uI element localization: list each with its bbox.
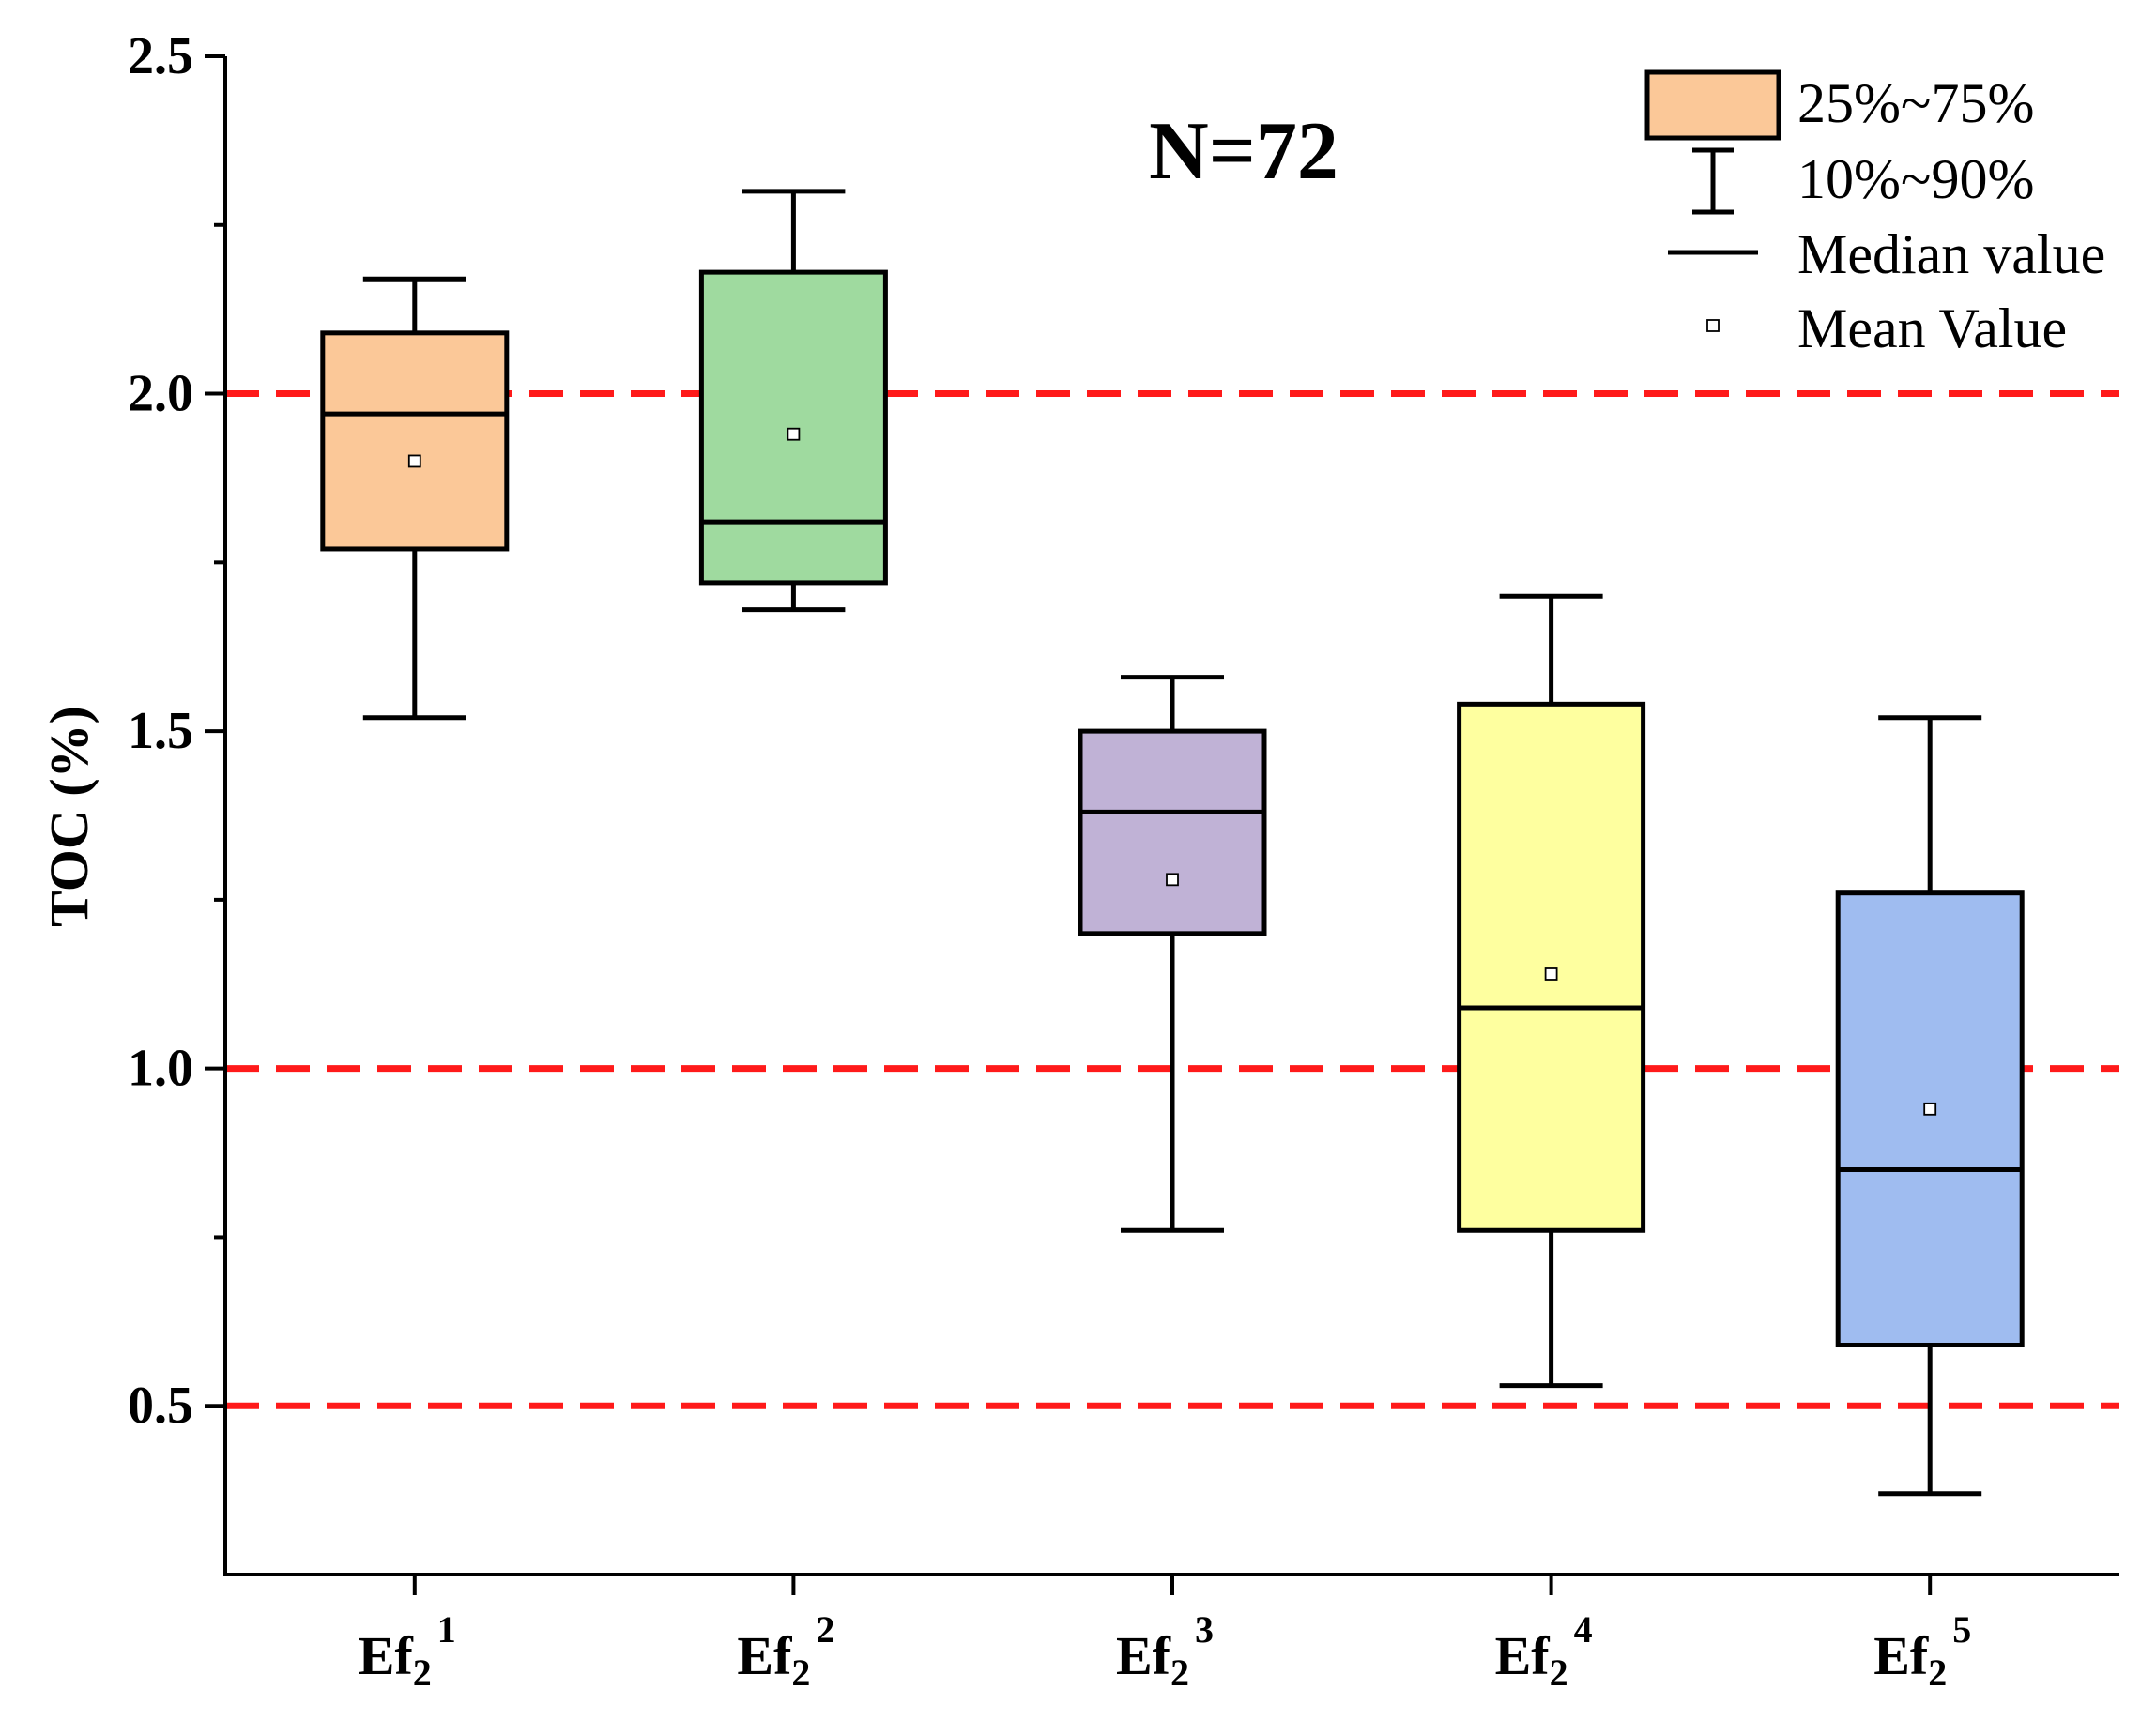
y-tick-label: 2.0 <box>128 365 193 423</box>
mean-marker <box>1544 967 1558 981</box>
x-tick-label-subscript: 2 <box>791 1652 810 1694</box>
box-plots <box>320 189 2025 1497</box>
x-tick-label-superscript: 3 <box>1195 1608 1214 1651</box>
box-group-5 <box>1835 715 2025 1497</box>
x-tick-label-superscript: 2 <box>816 1608 834 1651</box>
x-tick-label-subscript: 2 <box>1170 1652 1189 1694</box>
legend-entry-box: 25%~75% <box>1644 69 2034 141</box>
y-tick-label: 0.5 <box>128 1377 193 1435</box>
x-tick-label-2: Ef22 <box>737 1608 834 1694</box>
iqr-box <box>1457 701 1646 1233</box>
legend-label: Mean Value <box>1797 297 2067 359</box>
y-tick-label: 2.5 <box>128 27 193 85</box>
reference-lines <box>225 390 2119 1409</box>
legend: 25%~75% 10%~90% Median value Mean Value <box>1644 69 2105 359</box>
x-tick-label-superscript: 1 <box>437 1608 456 1651</box>
y-tick-label: 1.5 <box>128 702 193 760</box>
legend-label: 10%~90% <box>1797 148 2034 210</box>
y-axis-label: TOC (%) <box>38 706 99 927</box>
y-tick-label: 1.0 <box>128 1040 193 1098</box>
mean-marker <box>407 454 421 468</box>
x-tick-label-superscript: 5 <box>1952 1608 1971 1651</box>
x-tick-label-subscript: 2 <box>413 1652 432 1694</box>
box-group-4 <box>1457 593 1646 1389</box>
mean-marker <box>1923 1102 1937 1116</box>
x-tick-label-5: Ef25 <box>1873 1608 1971 1694</box>
sample-count-annotation: N=72 <box>1149 106 1338 197</box>
x-tick-label-base: Ef <box>1873 1625 1929 1686</box>
x-tick-label-4: Ef24 <box>1495 1608 1593 1694</box>
iqr-box <box>1835 890 2025 1348</box>
mean-marker <box>1166 873 1179 887</box>
x-tick-label-base: Ef <box>1116 1625 1171 1686</box>
x-tick-label-base: Ef <box>359 1625 414 1686</box>
x-tick-label-subscript: 2 <box>1928 1652 1947 1694</box>
legend-entry-median: Median value <box>1668 223 2105 285</box>
x-tick-label-base: Ef <box>737 1625 792 1686</box>
legend-entry-mean: Mean Value <box>1706 297 2067 359</box>
legend-label: 25%~75% <box>1797 72 2034 134</box>
x-tick-label-base: Ef <box>1495 1625 1551 1686</box>
legend-box-swatch <box>1644 69 1781 141</box>
x-tick-label-subscript: 2 <box>1550 1652 1568 1694</box>
iqr-box <box>698 269 888 586</box>
box-group-3 <box>1078 675 1267 1233</box>
iqr-box <box>320 330 510 552</box>
x-tick-label-1: Ef21 <box>359 1608 456 1694</box>
mean-marker <box>787 427 801 441</box>
legend-mean-marker <box>1706 319 1720 332</box>
iqr-box <box>1078 728 1267 936</box>
x-tick-label-superscript: 4 <box>1574 1608 1593 1651</box>
box-group-1 <box>320 276 510 721</box>
legend-entry-whisker: 10%~90% <box>1692 147 2034 215</box>
x-tick-label-3: Ef23 <box>1116 1608 1214 1694</box>
box-group-2 <box>698 189 888 613</box>
legend-label: Median value <box>1797 223 2105 285</box>
